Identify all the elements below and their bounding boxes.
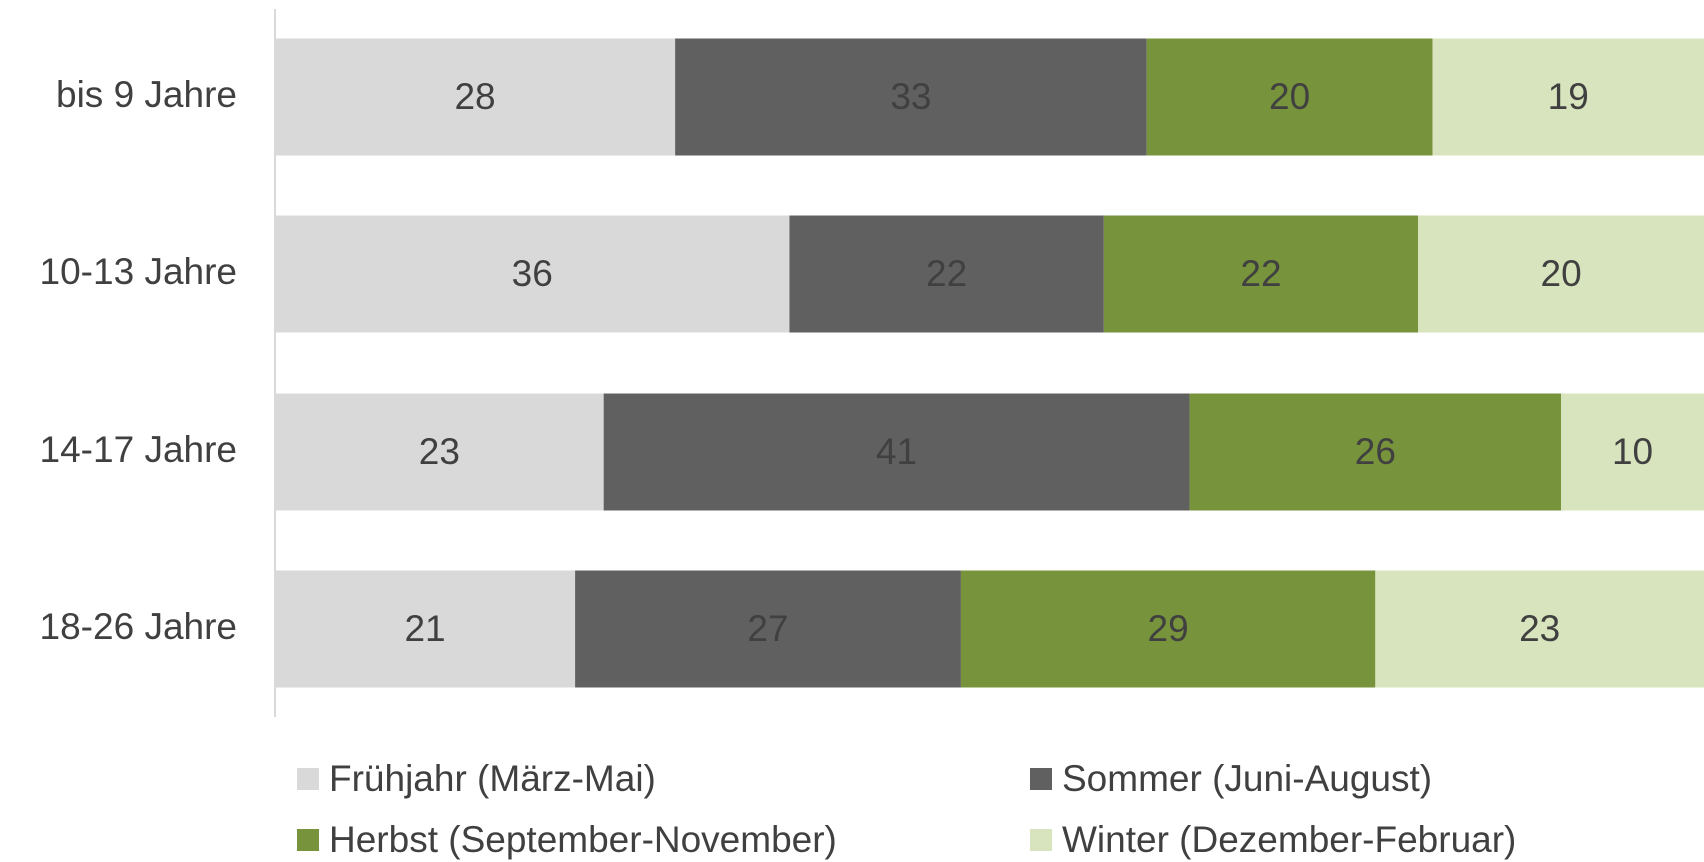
legend-swatch xyxy=(1030,768,1052,790)
bar-segment xyxy=(1146,38,1433,156)
data-label: 36 xyxy=(512,253,553,294)
legend-swatch xyxy=(297,768,319,790)
y-tick-label: 10-13 Jahre xyxy=(40,251,237,292)
data-label: 22 xyxy=(1240,253,1281,294)
bar-segment xyxy=(1418,215,1704,333)
bar-segment xyxy=(1189,393,1562,511)
bar-segment xyxy=(575,570,961,688)
data-label: 23 xyxy=(419,431,460,472)
legend-label: Sommer (Juni-August) xyxy=(1062,758,1432,799)
data-label: 28 xyxy=(454,76,495,117)
bar-segment xyxy=(275,393,604,511)
data-label: 29 xyxy=(1148,608,1189,649)
y-tick-label: 14-17 Jahre xyxy=(40,429,237,470)
bar-segment xyxy=(789,215,1104,333)
y-tick-label: 18-26 Jahre xyxy=(40,606,237,647)
data-label: 20 xyxy=(1541,253,1582,294)
bar-segment xyxy=(1432,38,1704,156)
data-label: 20 xyxy=(1269,76,1310,117)
bar-segment xyxy=(275,570,576,688)
data-label: 21 xyxy=(404,608,445,649)
bar-segment xyxy=(960,570,1376,688)
legend-label: Frühjahr (März-Mai) xyxy=(329,758,656,799)
bar-segment xyxy=(1561,393,1704,511)
bar-segment xyxy=(275,38,676,156)
bar-segment xyxy=(1375,570,1704,688)
data-label: 23 xyxy=(1519,608,1560,649)
data-label: 26 xyxy=(1355,431,1396,472)
legend-swatch xyxy=(297,829,319,851)
bar-segment xyxy=(275,215,790,333)
bar-segment xyxy=(1103,215,1419,333)
data-label: 27 xyxy=(747,608,788,649)
legend-swatch xyxy=(1030,829,1052,851)
bar-segment xyxy=(675,38,1147,156)
y-tick-label: bis 9 Jahre xyxy=(56,74,237,115)
bar-segment xyxy=(603,393,1190,511)
data-label: 19 xyxy=(1548,76,1589,117)
data-label: 41 xyxy=(876,431,917,472)
data-label: 33 xyxy=(890,76,931,117)
data-label: 10 xyxy=(1612,431,1653,472)
data-label: 22 xyxy=(926,253,967,294)
legend-label: Herbst (September-November) xyxy=(329,819,837,860)
legend-label: Winter (Dezember-Februar) xyxy=(1062,819,1516,860)
